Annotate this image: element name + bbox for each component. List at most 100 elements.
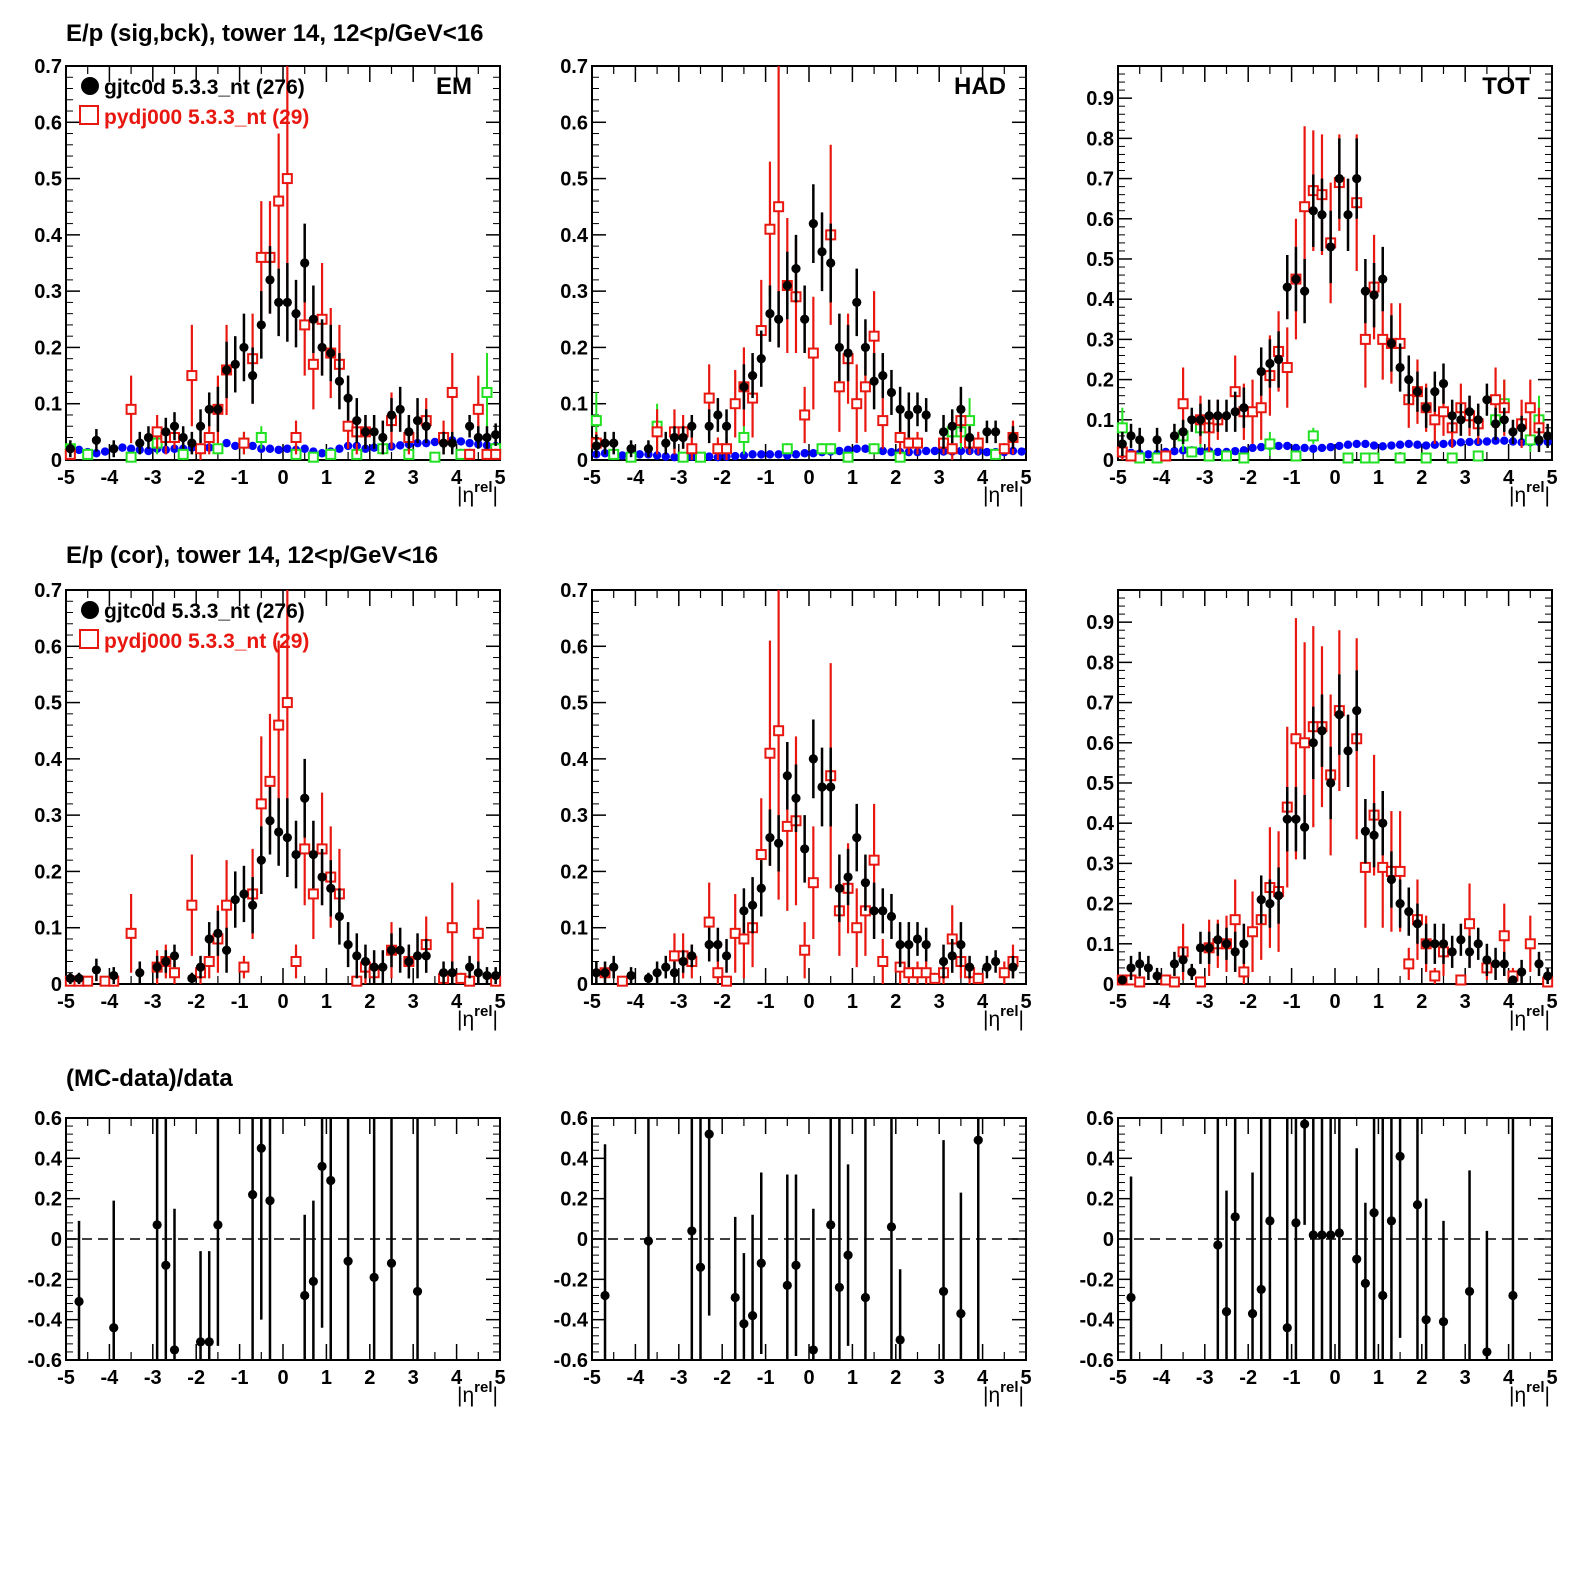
data-point [991,427,1001,437]
y-tick-label: 0 [51,974,62,996]
mc-point [203,955,215,967]
data-point [912,404,923,414]
x-axis-label: |ηrel| [457,1379,498,1407]
x-tick-label: 5 [1020,991,1031,1013]
data-point [713,410,723,420]
x-tick-label: -3 [670,467,688,489]
mc-point [738,933,750,945]
data-point [991,956,1001,967]
legend-label-data: gjtc0d 5.3.3_nt (276) [104,76,305,99]
y-tick-label: 0.4 [560,225,589,247]
bck-mc-point [1420,452,1432,464]
data-point [65,444,75,454]
data-point [600,1290,610,1301]
data-point [886,1222,897,1232]
bck-data-point [1291,443,1301,453]
x-tick-label: -2 [187,991,205,1013]
bck-data-point [1170,446,1179,456]
panel-r2-em: -5 -4 -3 -2 -1 0 1 2 3 4 5 0 0.1 0.2 0.3 0.4 0.5 0.6 0.7 |η… [34,580,505,1031]
data-point [308,1276,318,1286]
mc-point [920,967,932,979]
mc-point [1359,861,1371,873]
y-tick-label: -0.4 [554,1310,589,1332]
bck-data-point [774,450,783,459]
data-point [800,844,810,854]
x-tick-label: 4 [451,991,463,1013]
data-point [1334,1228,1344,1238]
data-point [956,940,966,950]
mc-point [1438,406,1449,418]
bck-data-point [300,444,309,453]
series-data [65,223,501,458]
mc-point [307,888,319,900]
bck-mc-point [1290,450,1302,462]
bck-data-point [430,437,440,447]
bck-data-point [704,452,714,461]
y-tick-label: 0.6 [560,112,588,134]
data-point [491,970,501,981]
data-point [1352,173,1362,184]
data-point [1543,431,1553,441]
bck-data-point [1500,436,1509,445]
x-tick-label: 5 [1546,467,1557,489]
x-tick-label: -5 [583,467,601,489]
bck-data-point [1239,446,1249,455]
y-tick-label: 0 [1103,450,1114,472]
x-tick-label: -4 [1153,991,1172,1013]
bck-mc-point [1116,422,1128,434]
data-point [1508,1290,1518,1301]
y-tick-label: 0 [577,974,588,996]
data-point [947,951,957,961]
mc-point [668,950,680,962]
bck-mc-point [481,386,493,398]
data-point [852,297,862,307]
bck-data-point [100,447,110,456]
data-point [1117,439,1127,449]
mc-point [1429,414,1441,426]
data-point [756,883,766,893]
data-point [386,945,397,955]
legend-marker-mc [79,105,99,125]
data-point [395,945,405,955]
mc-point [721,975,733,987]
bck-data-point [748,450,757,459]
mc-point [729,927,741,939]
data-point [1291,274,1301,284]
mc-point [221,899,233,911]
x-tick-label: 4 [1503,467,1515,489]
data-point [1169,431,1180,441]
data-point [1464,1286,1475,1297]
bck-data-point [1378,442,1387,451]
y-tick-label: 0.4 [34,749,63,771]
row3-title: (MC-data)/data [66,1065,233,1092]
series-data [591,719,1018,984]
mc-point [203,431,215,443]
data-point [739,382,749,392]
data-point [956,1309,966,1319]
y-tick-label: 0.1 [560,394,588,416]
bck-data-point [1404,439,1413,449]
data-point [1291,814,1301,824]
bck-data-point [395,441,405,450]
data-point [912,934,923,944]
mc-point [1359,333,1371,345]
bck-data-point [661,452,670,461]
data-point [1230,947,1240,957]
mc-point [807,347,819,359]
mc-point [1247,926,1259,938]
x-tick-label: 2 [364,1367,375,1389]
data-point [938,427,949,437]
x-tick-label: -5 [1109,991,1127,1013]
data-point [1508,975,1518,985]
bck-data-point [1343,440,1353,449]
mc-point [255,251,267,263]
bck-data-point [317,449,327,458]
mc-point [912,967,923,979]
bck-mc-point [990,448,1002,460]
bck-data-point [1352,439,1361,449]
data-point [343,940,353,950]
x-tick-label: 1 [321,1367,332,1389]
bck-data-point [1213,447,1223,457]
data-point [1534,959,1544,969]
data-point [808,219,818,229]
